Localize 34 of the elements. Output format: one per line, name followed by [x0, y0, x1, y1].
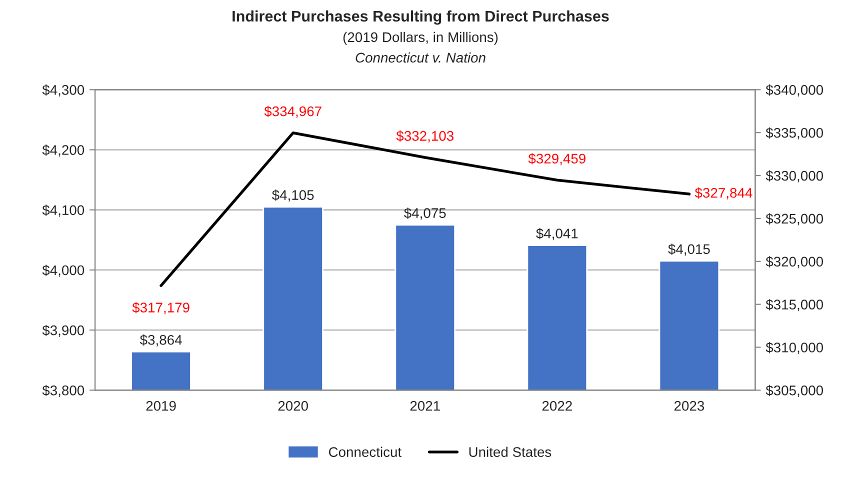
data-label: $4,041 [536, 228, 578, 240]
y2-tick-label: $320,000 [766, 256, 824, 268]
y-tick-label: $3,800 [42, 384, 84, 397]
y2-tick-label: $315,000 [766, 299, 824, 312]
data-label: $4,105 [272, 190, 314, 202]
data-label: $327,844 [694, 187, 752, 200]
data-label: $3,864 [140, 334, 182, 346]
y2-tick-label: $340,000 [766, 84, 824, 96]
data-label: $4,015 [668, 244, 710, 256]
text: Connecticut v. Nation [356, 52, 486, 63]
y-tick-label: $4,300 [42, 84, 84, 96]
y2-tick-label: $335,000 [766, 127, 824, 140]
y2-tick-label: $325,000 [766, 213, 824, 226]
legend-label: Connecticut [328, 446, 402, 457]
y2-tick-label: $330,000 [766, 170, 824, 182]
x-tick-label: 2020 [278, 400, 308, 411]
data-label: $317,179 [132, 302, 190, 314]
legend-label: United States [469, 446, 552, 457]
x-tick-label: 2021 [410, 400, 440, 411]
data-label: $4,075 [404, 208, 446, 220]
y2-tick-label: $310,000 [766, 342, 824, 354]
x-tick-label: 2023 [674, 400, 704, 411]
y-tick-label: $4,100 [42, 204, 84, 217]
y-tick-label: $4,000 [42, 264, 84, 277]
chart-title: Indirect Purchases Resulting from Direct Purchases [232, 10, 609, 25]
chart-subtitle: (2019 Dollars, in Millions) [343, 32, 498, 45]
data-label: $332,103 [396, 130, 454, 142]
x-tick-label: 2019 [146, 400, 176, 411]
y-tick-label: $4,200 [42, 144, 84, 157]
data-label: $329,459 [528, 153, 586, 166]
data-label: $334,967 [264, 106, 322, 118]
y-tick-label: $3,900 [42, 324, 84, 337]
x-tick-label: 2022 [542, 400, 572, 411]
y2-tick-label: $305,000 [766, 384, 824, 397]
